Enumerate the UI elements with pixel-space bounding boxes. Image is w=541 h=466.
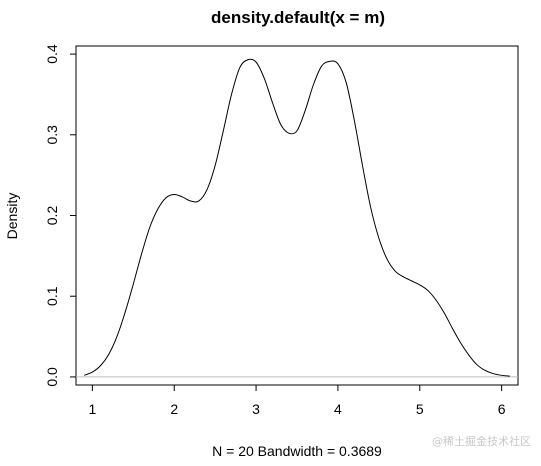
x-tick-label: 5 bbox=[416, 401, 424, 417]
x-tick-label: 6 bbox=[498, 401, 506, 417]
y-tick-label: 0.0 bbox=[44, 367, 60, 387]
x-tick-label: 4 bbox=[334, 401, 342, 417]
chart-title: density.default(x = m) bbox=[211, 8, 385, 27]
y-tick-label: 0.4 bbox=[44, 44, 60, 64]
x-axis: 1 2 3 4 5 6 bbox=[88, 385, 506, 417]
x-tick-label: 1 bbox=[88, 401, 96, 417]
y-tick-label: 0.3 bbox=[44, 125, 60, 145]
x-tick-label: 2 bbox=[170, 401, 178, 417]
density-curve bbox=[84, 58, 510, 377]
y-tick-label: 0.1 bbox=[44, 286, 60, 306]
plot-frame bbox=[75, 45, 519, 386]
watermark-text: @稀土掘金技术社区 bbox=[432, 435, 531, 448]
y-tick-label: 0.2 bbox=[44, 206, 60, 226]
x-tick-label: 3 bbox=[252, 401, 260, 417]
y-axis: 0.0 0.1 0.2 0.3 0.4 bbox=[44, 44, 76, 387]
x-axis-label: N = 20 Bandwidth = 0.3689 bbox=[212, 443, 382, 459]
y-axis-label: Density bbox=[4, 193, 20, 240]
